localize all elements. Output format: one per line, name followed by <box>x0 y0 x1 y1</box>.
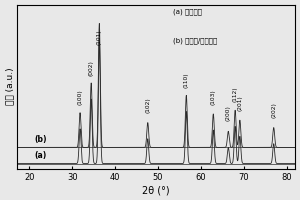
Text: (b) 氧化锅/生物质炭: (b) 氧化锅/生物质炭 <box>172 38 217 44</box>
X-axis label: 2θ (°): 2θ (°) <box>142 185 170 195</box>
Text: (201): (201) <box>237 96 242 111</box>
Text: (110): (110) <box>184 72 189 88</box>
Text: (202): (202) <box>271 102 276 118</box>
Y-axis label: 强度 (a.u.): 强度 (a.u.) <box>5 68 14 105</box>
Text: (a): (a) <box>34 151 46 160</box>
Text: (100): (100) <box>78 90 82 105</box>
Text: (103): (103) <box>211 90 216 105</box>
Text: (a) 绍氧化锅: (a) 绍氧化锅 <box>172 8 202 15</box>
Text: (102): (102) <box>145 97 150 113</box>
Text: (200): (200) <box>226 106 231 121</box>
Text: (101): (101) <box>97 29 102 45</box>
Text: (112): (112) <box>233 86 238 102</box>
Text: (b): (b) <box>34 135 46 144</box>
Text: (002): (002) <box>89 60 94 76</box>
